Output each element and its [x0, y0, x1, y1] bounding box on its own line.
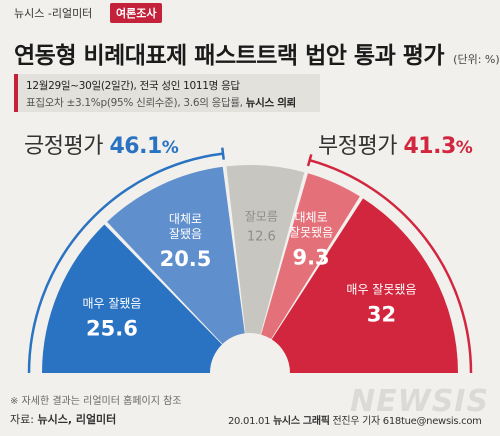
- slice-2: [107, 166, 245, 344]
- positive-bracket-end-tick: [221, 147, 225, 160]
- brand-label: 뉴시스 -리얼미터: [14, 7, 93, 20]
- positive-summary-unit: %: [161, 138, 179, 158]
- survey-info-line-2: 표집오차 ±3.1%p(95% 신뢰수준), 3.6의 응답률, 뉴시스 의뢰: [26, 95, 296, 110]
- negative-summary-label: 부정평가: [318, 134, 397, 159]
- slice-labels: 매우 잘됐음25.6대체로잘됐음20.5잘모름12.6대체로잘못됐음9.3매우 …: [82, 209, 416, 340]
- donut-slices: [42, 164, 458, 373]
- newsis-watermark: NEWSIS: [350, 384, 490, 419]
- slice-label-value: 25.6: [86, 316, 138, 340]
- slice-label-text: 매우 잘못됐음: [346, 283, 416, 297]
- slice-3: [226, 164, 305, 335]
- slice-label-value: 9.3: [292, 246, 329, 270]
- slice-5: [271, 198, 458, 373]
- chart-unit: (단위: %): [453, 53, 500, 66]
- chart-title: 연동형 비례대표제 패스트트랙 법안 통과 평가: [14, 43, 445, 69]
- poll-tag-badge: 여론조사: [110, 3, 163, 23]
- credit-date: 20.01.01: [228, 416, 271, 427]
- footnote: ※ 자세한 결과는 리얼미터 홈페이지 참조: [10, 396, 182, 407]
- positive-bracket-arc: [27, 152, 224, 374]
- survey-info-line-1: 12월29일~30일(2일간), 전국 성인 1011명 응답: [26, 80, 240, 92]
- slice-label-text: 대체로: [295, 211, 328, 225]
- source-line: 자료: 뉴시스, 리얼미터: [10, 411, 116, 427]
- credit-agency: 뉴시스 그래픽: [273, 416, 330, 427]
- positive-summary: 긍정평가 46.1%: [24, 128, 179, 160]
- positive-summary-label: 긍정평가: [24, 134, 103, 159]
- negative-bracket-end-tick: [306, 154, 313, 167]
- header-strip: 뉴시스 -리얼미터 여론조사: [0, 0, 500, 24]
- credit-line: 20.01.01 뉴시스 그래픽 전진우 기자 618tue@newsis.co…: [228, 412, 482, 427]
- source-label: 자료:: [10, 413, 34, 426]
- slice-label-text: 잘못됐음: [289, 226, 333, 240]
- source-value: 뉴시스, 리얼미터: [37, 413, 117, 426]
- slice-label-value: 20.5: [160, 247, 212, 271]
- slice-label-value: 12.6: [247, 229, 276, 244]
- slice-4: [261, 173, 360, 340]
- negative-summary-value: 41.3: [403, 134, 456, 159]
- survey-info-box: 12월29일~30일(2일간), 전국 성인 1011명 응답 표집오차 ±3.…: [14, 74, 320, 112]
- slice-label-text: 잘모름: [245, 209, 278, 223]
- survey-info-media: 뉴시스 의뢰: [245, 97, 296, 109]
- negative-summary-unit: %: [455, 138, 473, 158]
- negative-summary: 부정평가 41.3%: [318, 128, 473, 160]
- chart-title-row: 연동형 비례대표제 패스트트랙 법안 통과 평가 (단위: %): [14, 36, 500, 70]
- credit-author: 전진우 기자 618tue@newsis.com: [332, 416, 482, 427]
- negative-bracket-arc: [309, 158, 473, 374]
- slice-label-text: 잘됐음: [169, 227, 202, 241]
- survey-info-method: 표집오차 ±3.1%p(95% 신뢰수준), 3.6의 응답률,: [26, 97, 243, 109]
- group-brackets: [27, 147, 473, 374]
- slice-label-value: 32: [367, 303, 396, 327]
- slice-1: [42, 224, 222, 373]
- positive-summary-value: 46.1: [109, 134, 162, 159]
- slice-label-text: 대체로: [169, 212, 202, 226]
- slice-label-text: 매우 잘됐음: [82, 296, 141, 310]
